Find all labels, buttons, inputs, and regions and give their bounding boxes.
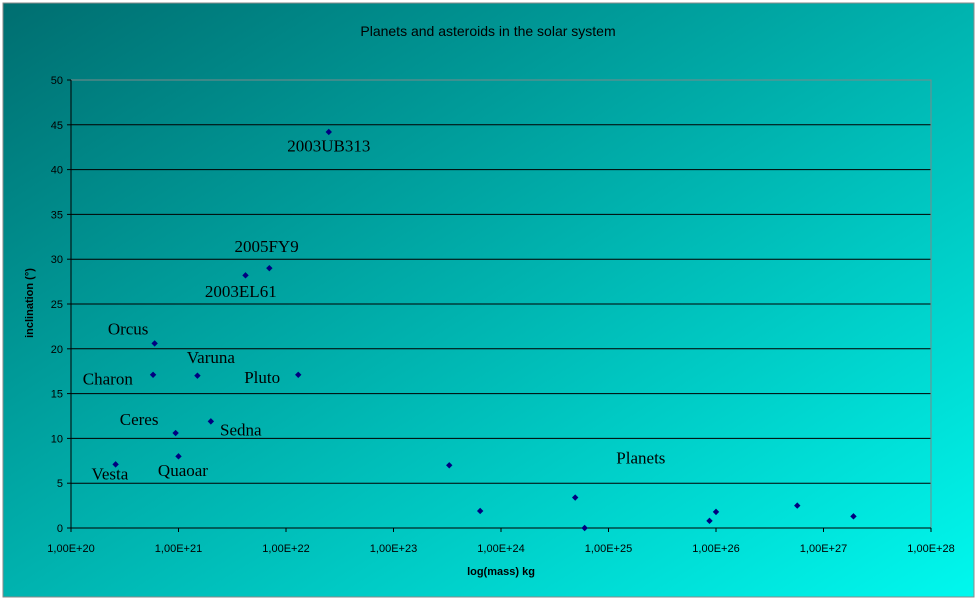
data-point [149,371,157,378]
point-annotation: 2005FY9 [234,237,298,256]
y-axis-label: inclination (°) [24,268,36,338]
x-tick-label: 1,00E+25 [585,543,632,555]
chart-title: Planets and asteroids in the solar syste… [360,23,615,39]
point-annotation: Orcus [108,319,149,338]
y-tick-labels: 0 5 10 15 20 25 30 35 40 45 50 [51,75,63,535]
data-point [242,272,249,279]
y-tick-label: 35 [51,209,63,221]
data-point [581,524,588,532]
x-tick-label: 1,00E+20 [47,543,94,555]
data-point [706,517,713,525]
x-tick-label: 1,00E+24 [477,543,524,555]
data-point [295,371,302,378]
y-tick-label: 40 [51,165,63,177]
point-annotation: Pluto [244,368,280,387]
data-point [112,461,119,468]
x-tick-labels: 1,00E+20 1,00E+21 1,00E+22 1,00E+23 1,00E+24… [47,543,954,555]
data-point [325,128,332,136]
data-point [446,462,453,469]
x-tick-label: 1,00E+23 [370,543,417,555]
data-point [207,418,215,425]
y-tick-label: 50 [51,75,63,87]
data-point [266,264,273,272]
data-point [794,502,801,509]
x-axis-label: log(mass) kg [467,566,535,578]
x-tick-label: 1,00E+26 [692,543,739,555]
x-tick-label: 1,00E+28 [907,543,954,555]
point-annotation: Sedna [220,421,262,440]
point-annotation: Planets [616,448,665,467]
y-tick-label: 0 [57,523,63,535]
y-tick-label: 25 [51,299,63,311]
annotations: 2003UB313 2005FY9 2003EL61 Orcus Varuna Charo… [83,137,666,484]
data-point [172,429,179,437]
point-annotation: Ceres [120,410,159,429]
data-points [112,128,857,532]
x-tick-label: 1,00E+27 [800,543,847,555]
data-point [175,453,182,460]
data-point [712,508,720,516]
point-annotation: Vesta [91,465,128,484]
data-point [194,372,201,379]
y-tick-label: 5 [57,478,63,490]
point-annotation: Quaoar [158,461,208,480]
y-tick-label: 10 [51,433,63,445]
y-tick-label: 15 [51,389,63,401]
data-point [151,340,158,347]
point-annotation: Charon [83,370,134,389]
x-tick-label: 1,00E+21 [155,543,202,555]
y-tick-label: 45 [51,120,63,132]
y-tick-label: 30 [51,254,63,266]
point-annotation: Varuna [187,348,236,367]
data-point [571,494,579,501]
data-point [850,513,857,520]
y-tick-label: 20 [51,344,63,356]
axes [67,79,932,532]
point-annotation: 2003EL61 [205,282,277,301]
data-point [476,507,484,515]
point-annotation: 2003UB313 [287,137,370,156]
x-tick-label: 1,00E+22 [262,543,309,555]
